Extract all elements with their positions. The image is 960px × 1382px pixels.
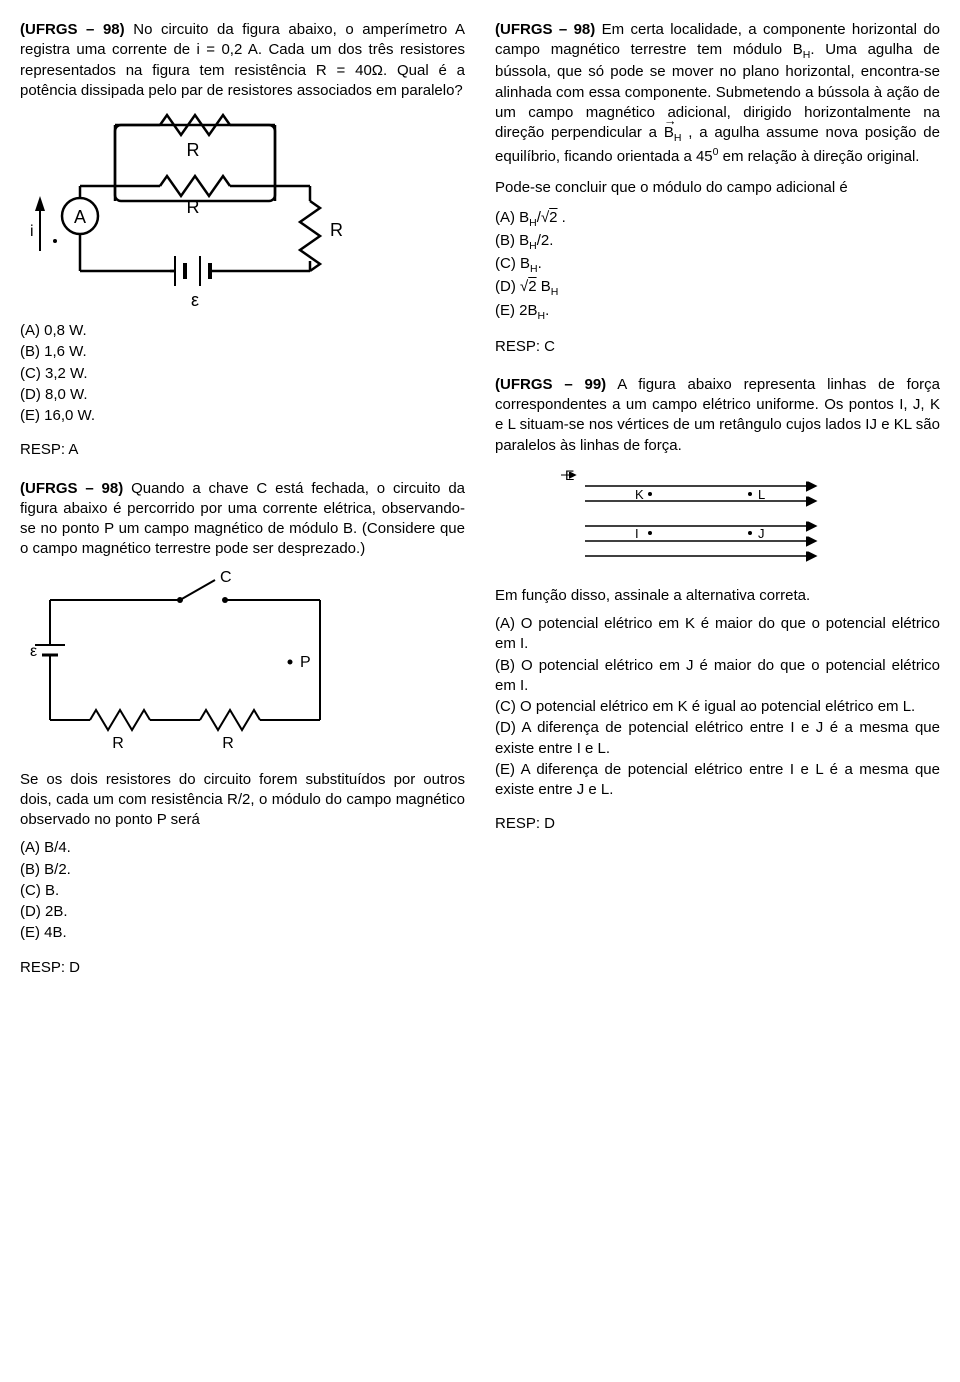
q1-opt-a: (A) 0,8 W. (20, 321, 465, 341)
right-column: (UFRGS – 98) Em certa localidade, a comp… (495, 20, 940, 996)
q2-opt-c: (C) B. (20, 881, 465, 901)
q4-text: (UFRGS – 99) A figura abaixo representa … (495, 375, 940, 456)
svg-text:I: I (635, 526, 639, 541)
svg-text:i: i (30, 223, 34, 240)
q4-opt-a: (A) O potencial elétrico em K é maior do… (495, 614, 940, 655)
q2-circuit: C ε P (20, 570, 465, 760)
q2-text: (UFRGS – 98) Quando a chave C está fecha… (20, 479, 465, 560)
svg-text:ε: ε (30, 643, 37, 660)
q3-options: (A) BH/√2 . (B) BH/2. (C) BH. (D) √2 BH … (495, 208, 940, 323)
q3-text2: Pode-se concluir que o módulo do campo a… (495, 178, 940, 198)
q2-opt-e: (E) 4B. (20, 923, 465, 943)
q3-opt-e: (E) 2BH. (495, 301, 940, 323)
q2-opt-a: (A) B/4. (20, 838, 465, 858)
q3-text: (UFRGS – 98) Em certa localidade, a comp… (495, 20, 940, 168)
left-column: (UFRGS – 98) No circuito da figura abaix… (20, 20, 465, 996)
svg-text:L: L (758, 487, 765, 502)
q2-text2: Se os dois resistores do circuito forem … (20, 770, 465, 831)
svg-text:K: K (635, 487, 644, 502)
q4-resp: RESP: D (495, 814, 940, 834)
svg-text:R: R (222, 735, 234, 752)
q1-tag: (UFRGS – 98) (20, 21, 125, 38)
q1-text: (UFRGS – 98) No circuito da figura abaix… (20, 20, 465, 101)
q4-tag: (UFRGS – 99) (495, 376, 606, 393)
q4-opt-e: (E) A diferença de potencial elétrico en… (495, 760, 940, 801)
svg-text:R: R (112, 735, 124, 752)
svg-text:R: R (187, 140, 200, 160)
svg-text:R: R (330, 220, 343, 240)
q1-opt-e: (E) 16,0 W. (20, 406, 465, 426)
svg-text:A: A (74, 207, 86, 227)
q1-opt-c: (C) 3,2 W. (20, 364, 465, 384)
q4-options: (A) O potencial elétrico em K é maior do… (495, 614, 940, 800)
q1-circuit: A i R (20, 111, 465, 311)
q3-b1d: em relação à direção original. (719, 148, 920, 165)
q4-field-lines: E K L I J (555, 466, 940, 576)
q2-opt-b: (B) B/2. (20, 860, 465, 880)
q4-opt-c: (C) O potencial elétrico em K é igual ao… (495, 697, 940, 717)
q2-opt-d: (D) 2B. (20, 902, 465, 922)
q3-opt-a: (A) BH/√2 . (495, 208, 940, 230)
svg-text:J: J (758, 526, 765, 541)
q1-opt-d: (D) 8,0 W. (20, 385, 465, 405)
bh-vector-icon: BH (664, 123, 682, 145)
svg-text:C: C (220, 570, 232, 586)
svg-text:P: P (300, 654, 311, 671)
q2-tag: (UFRGS – 98) (20, 480, 123, 497)
q3-tag: (UFRGS – 98) (495, 21, 595, 38)
q1-resp: RESP: A (20, 440, 465, 460)
svg-text:R: R (187, 197, 200, 217)
q3-opt-b: (B) BH/2. (495, 231, 940, 253)
q3-opt-d: (D) √2 BH (495, 277, 940, 299)
svg-text:ε: ε (191, 290, 199, 310)
q1-options: (A) 0,8 W. (B) 1,6 W. (C) 3,2 W. (D) 8,0… (20, 321, 465, 426)
q3-opt-c: (C) BH. (495, 254, 940, 276)
q4-opt-d: (D) A diferença de potencial elétrico en… (495, 718, 940, 759)
q1-opt-b: (B) 1,6 W. (20, 342, 465, 362)
q4-opt-b: (B) O potencial elétrico em J é maior do… (495, 656, 940, 697)
q3-resp: RESP: C (495, 337, 940, 357)
q4-text2: Em função disso, assinale a alternativa … (495, 586, 940, 606)
q2-resp: RESP: D (20, 958, 465, 978)
q2-options: (A) B/4. (B) B/2. (C) B. (D) 2B. (E) 4B. (20, 838, 465, 943)
